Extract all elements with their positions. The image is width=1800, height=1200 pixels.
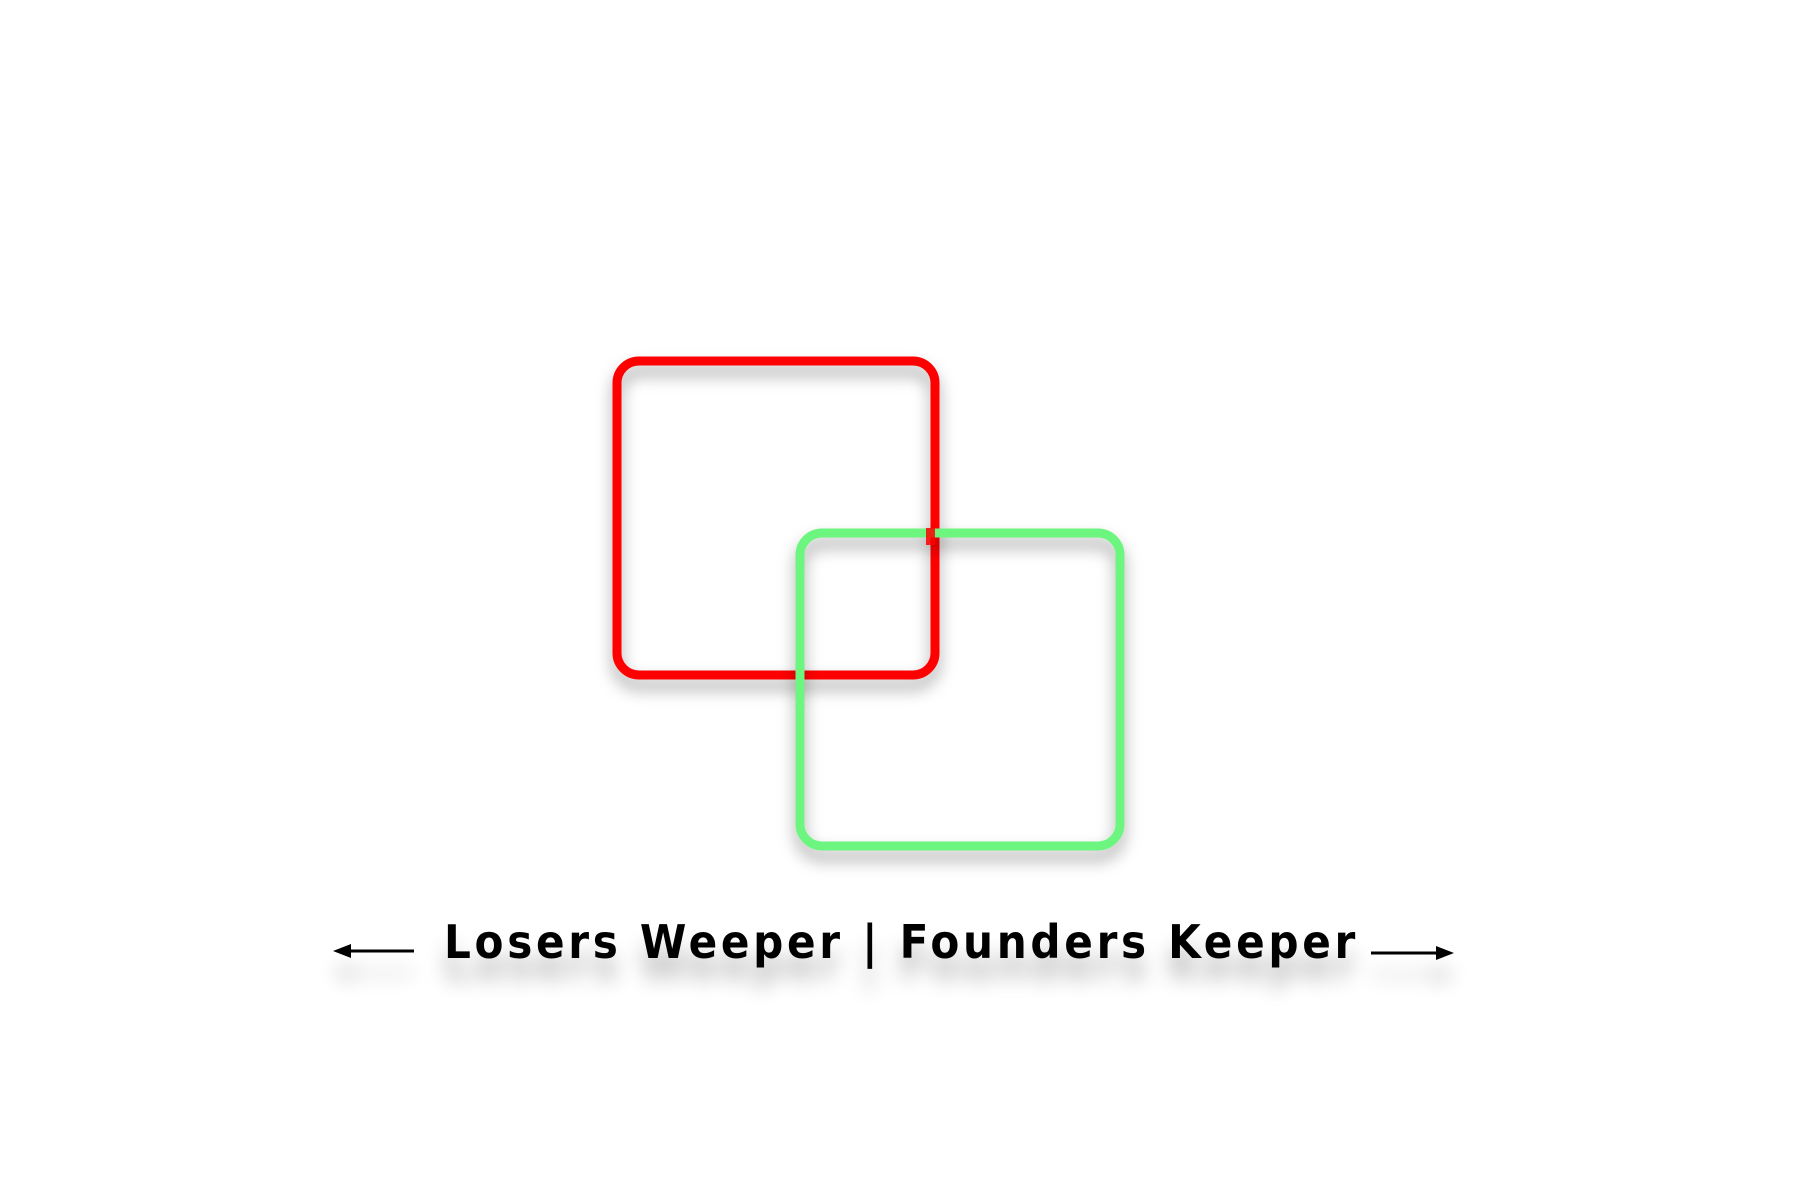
arrow-left-icon [333,944,414,958]
tagline-text: Losers Weeper | Founders Keeper [444,915,1359,970]
arrow-right-icon [1371,946,1454,960]
green-rounded-square-outline [795,528,1125,851]
caption: Losers Weeper | Founders Keeper [333,915,1454,970]
red-rounded-square-outline [612,356,940,680]
